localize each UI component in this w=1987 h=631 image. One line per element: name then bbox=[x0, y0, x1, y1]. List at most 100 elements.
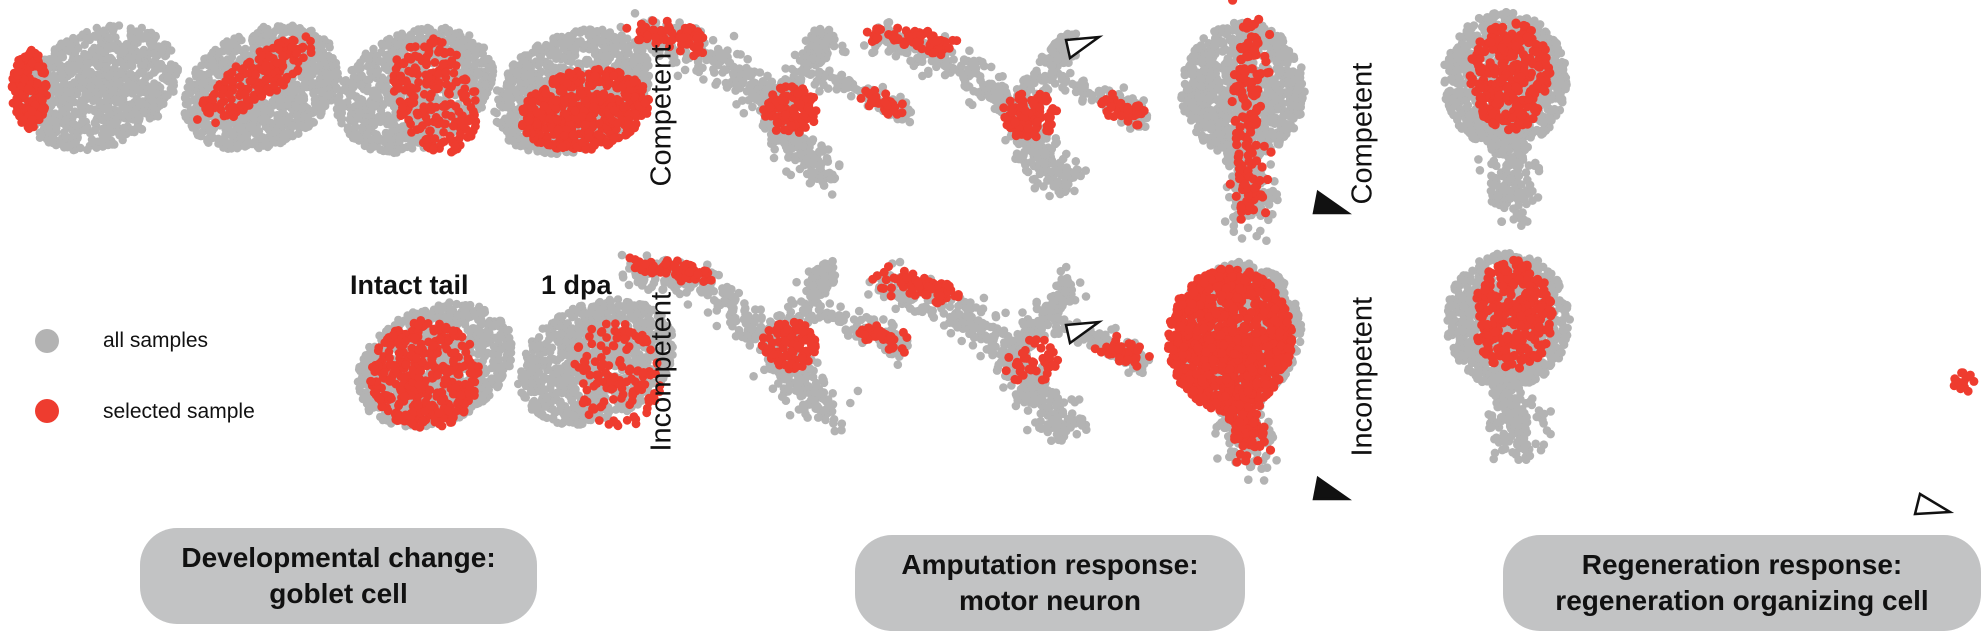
red-point bbox=[609, 105, 619, 115]
goblet-umap-3 bbox=[332, 23, 498, 158]
grey-point bbox=[447, 34, 456, 43]
red-point bbox=[557, 142, 567, 151]
grey-point bbox=[197, 61, 206, 70]
grey-point bbox=[494, 118, 504, 128]
red-point bbox=[445, 89, 454, 99]
red-point bbox=[406, 42, 416, 52]
red-point bbox=[24, 84, 33, 93]
grey-point bbox=[377, 39, 386, 48]
red-point bbox=[428, 145, 438, 155]
red-point bbox=[438, 102, 448, 111]
grey-point bbox=[372, 68, 381, 78]
grey-point bbox=[98, 84, 108, 93]
grey-point bbox=[345, 115, 354, 124]
grey-point bbox=[197, 131, 206, 141]
grey-point bbox=[549, 38, 558, 47]
grey-point bbox=[504, 72, 514, 81]
grey-point bbox=[119, 123, 129, 133]
grey-point bbox=[484, 62, 493, 71]
red-point bbox=[26, 47, 35, 57]
grey-point bbox=[204, 69, 214, 78]
red-point bbox=[595, 131, 605, 141]
grey-point bbox=[260, 105, 269, 114]
grey-point bbox=[571, 46, 580, 55]
red-point bbox=[235, 73, 245, 83]
grey-point bbox=[250, 137, 259, 147]
grey-point bbox=[173, 66, 182, 76]
red-point bbox=[221, 76, 230, 86]
grey-point bbox=[481, 80, 490, 90]
red-point bbox=[264, 51, 274, 61]
red-point bbox=[469, 87, 478, 96]
grey-point bbox=[283, 100, 293, 109]
red-point bbox=[524, 116, 534, 125]
red-point bbox=[613, 119, 622, 128]
grey-point bbox=[522, 60, 531, 69]
grey-point bbox=[151, 31, 160, 41]
red-point bbox=[432, 84, 442, 94]
grey-point bbox=[94, 61, 104, 70]
red-point bbox=[568, 130, 578, 140]
red-point bbox=[439, 137, 449, 146]
grey-point bbox=[294, 25, 303, 34]
grey-point bbox=[576, 28, 585, 37]
grey-point bbox=[219, 39, 228, 49]
red-point bbox=[292, 48, 301, 58]
grey-point bbox=[207, 56, 217, 65]
grey-point bbox=[59, 143, 69, 152]
grey-point bbox=[93, 30, 102, 39]
grey-point bbox=[580, 40, 589, 50]
red-point bbox=[24, 124, 34, 134]
grey-point bbox=[367, 135, 376, 145]
red-point bbox=[581, 120, 590, 130]
grey-point bbox=[292, 111, 302, 120]
grey-point bbox=[393, 40, 402, 50]
red-point bbox=[293, 65, 303, 75]
grey-point bbox=[271, 26, 280, 36]
red-point bbox=[630, 92, 640, 102]
grey-point bbox=[135, 88, 145, 98]
grey-point bbox=[368, 87, 378, 97]
grey-point bbox=[351, 122, 360, 132]
red-point bbox=[471, 121, 480, 131]
grey-point bbox=[623, 34, 632, 43]
grey-point bbox=[479, 43, 489, 52]
grey-point bbox=[309, 88, 319, 97]
grey-point bbox=[317, 106, 326, 115]
grey-point bbox=[163, 72, 172, 82]
grey-point bbox=[258, 115, 267, 124]
goblet-umap-5 bbox=[353, 298, 516, 432]
grey-point bbox=[392, 148, 401, 157]
red-point bbox=[441, 67, 451, 77]
grey-point bbox=[46, 55, 56, 65]
red-point bbox=[431, 112, 441, 122]
grey-point bbox=[364, 55, 373, 64]
grey-point bbox=[376, 106, 386, 115]
grey-point bbox=[600, 44, 610, 54]
red-point bbox=[609, 71, 619, 81]
red-point bbox=[426, 126, 435, 136]
red-point bbox=[216, 99, 226, 108]
red-point bbox=[12, 107, 21, 117]
red-point bbox=[570, 106, 580, 116]
grey-point bbox=[470, 60, 480, 70]
grey-point bbox=[629, 58, 638, 67]
grey-point bbox=[248, 36, 257, 45]
red-point bbox=[446, 111, 456, 121]
red-point bbox=[227, 67, 237, 77]
grey-point bbox=[573, 59, 583, 68]
grey-point bbox=[245, 122, 254, 132]
red-point bbox=[211, 118, 221, 128]
red-point bbox=[621, 130, 631, 140]
grey-point bbox=[142, 31, 151, 40]
red-point bbox=[461, 90, 470, 100]
red-point bbox=[412, 83, 421, 93]
red-point bbox=[619, 102, 628, 112]
grey-point bbox=[550, 63, 559, 72]
grey-point bbox=[154, 60, 163, 69]
grey-point bbox=[207, 127, 217, 136]
grey-point bbox=[318, 99, 327, 108]
red-point bbox=[415, 124, 425, 134]
red-point bbox=[435, 44, 445, 54]
grey-point bbox=[508, 136, 518, 146]
